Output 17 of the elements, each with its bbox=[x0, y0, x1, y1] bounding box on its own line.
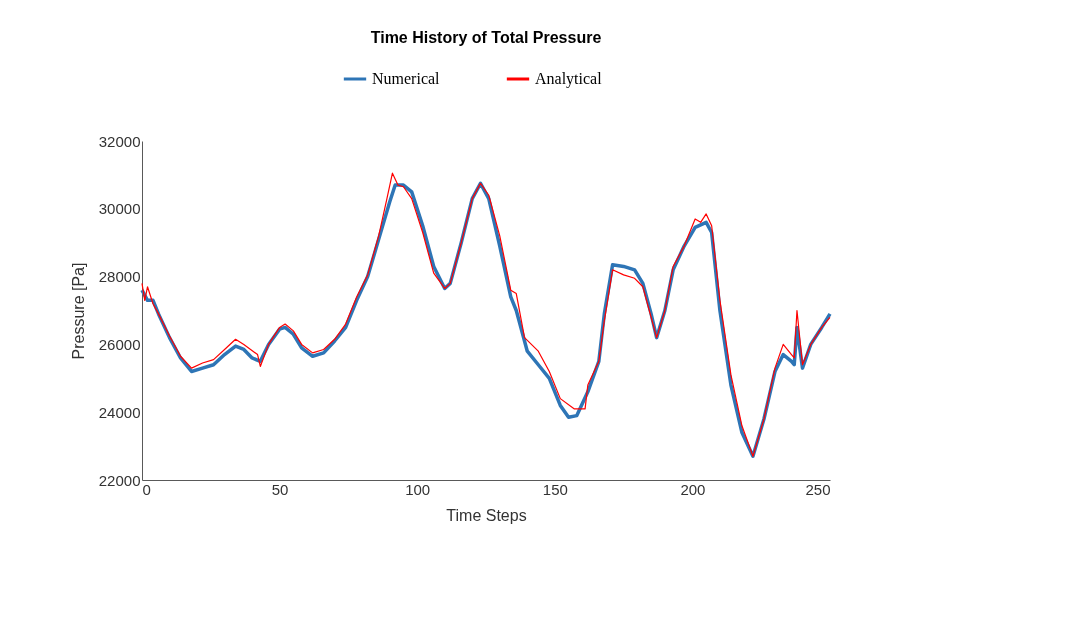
y-tick-label: 32000 bbox=[98, 132, 141, 150]
x-tick-label: 0 bbox=[142, 480, 151, 498]
legend-label: Numerical bbox=[372, 70, 441, 87]
x-tick-label: 200 bbox=[680, 480, 706, 498]
x-tick-label: 150 bbox=[542, 480, 568, 498]
x-tick-label: 50 bbox=[271, 480, 289, 498]
chart-title: Time History of Total Pressure bbox=[370, 29, 602, 46]
y-axis-title: Pressure [Pa] bbox=[69, 262, 87, 360]
y-tick-label: 24000 bbox=[98, 403, 141, 421]
y-tick-label: 26000 bbox=[98, 335, 141, 353]
legend-label: Analytical bbox=[535, 70, 603, 88]
x-axis-title: Time Steps bbox=[446, 506, 527, 524]
y-tick-label: 28000 bbox=[98, 268, 141, 286]
y-tick-label: 30000 bbox=[98, 200, 141, 218]
x-tick-label: 250 bbox=[805, 480, 831, 498]
x-tick-label: 100 bbox=[405, 480, 431, 498]
y-tick-label: 22000 bbox=[98, 471, 141, 489]
